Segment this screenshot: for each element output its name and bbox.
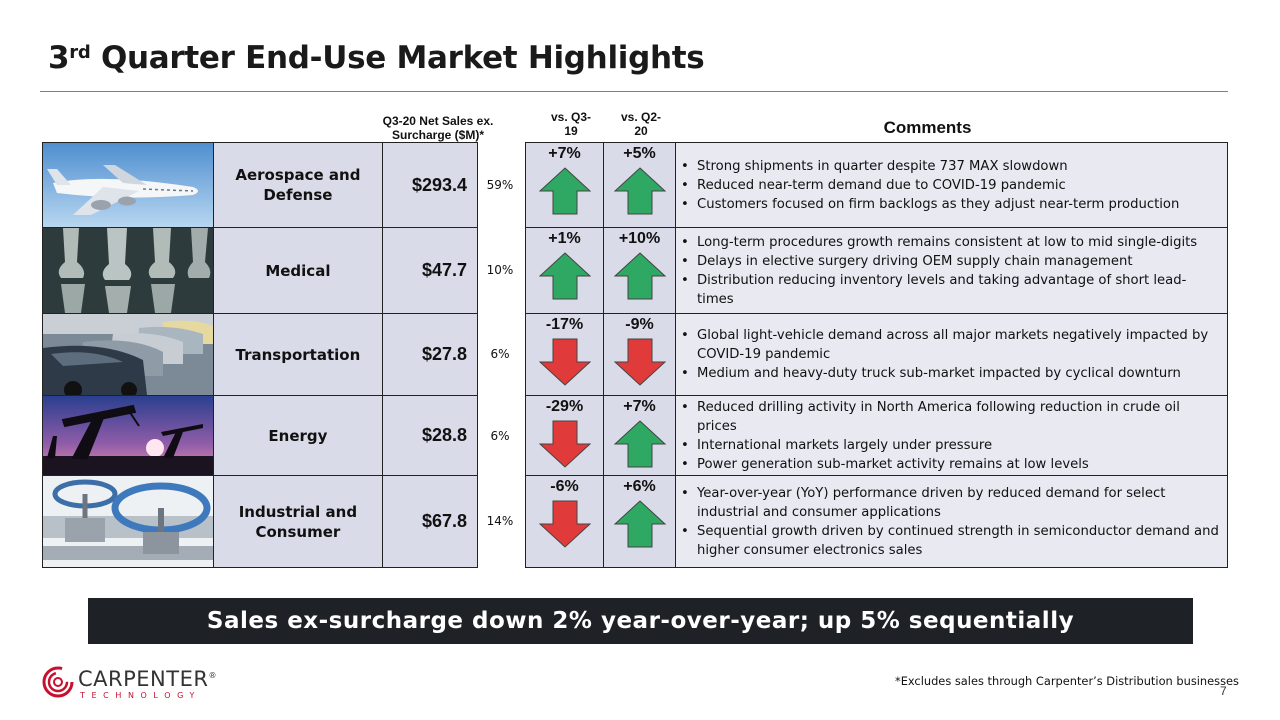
market-name: Medical — [213, 227, 383, 314]
logo-subtitle: TECHNOLOGY — [80, 691, 201, 700]
header-vs-prior-year: vs. Q3-19 — [550, 110, 592, 138]
arrow-up-icon — [613, 167, 666, 215]
comments-cell: Strong shipments in quarter despite 737 … — [675, 142, 1228, 228]
yoy-change: -29% — [545, 398, 584, 415]
market-name: Aerospace and Defense — [213, 142, 383, 228]
comment-item: Sequential growth driven by continued st… — [676, 522, 1221, 560]
market-name: Transportation — [213, 313, 383, 396]
qoq-cell: +5% — [603, 142, 676, 228]
table-row: Medical $47.7 — [42, 227, 479, 314]
table-row: Industrial and Consumer $67.8 — [42, 475, 479, 568]
arrow-down-icon — [538, 500, 591, 548]
title-divider — [40, 91, 1228, 92]
arrow-up-icon — [538, 167, 591, 215]
market-share: 6% — [490, 429, 510, 443]
table-row: +1% +10% Long-term procedures growth rem… — [525, 227, 1228, 314]
yoy-change: -6% — [550, 478, 579, 495]
arrow-down-icon — [613, 338, 666, 386]
arrow-up-icon — [538, 252, 591, 300]
comment-item: Distribution reducing inventory levels a… — [676, 271, 1221, 309]
market-share: 59% — [486, 178, 514, 192]
yoy-change: +1% — [548, 230, 581, 247]
comments-cell: Long-term procedures growth remains cons… — [675, 227, 1228, 314]
logo-mark-icon — [42, 666, 74, 698]
table-row: +7% +5% Strong shipments in quarter desp… — [525, 142, 1228, 228]
comment-item: Long-term procedures growth remains cons… — [676, 233, 1221, 252]
market-share: 6% — [490, 347, 510, 361]
market-sales: $67.8 — [381, 475, 479, 568]
table-row: -17% -9% Global light-vehicle demand acr… — [525, 313, 1228, 396]
qoq-change: +10% — [618, 230, 661, 247]
energy-image — [42, 395, 214, 476]
changes-comments-table: +7% +5% Strong shipments in quarter desp… — [525, 142, 1228, 568]
qoq-cell: +7% — [603, 395, 676, 476]
arrow-up-icon — [613, 500, 666, 548]
comment-item: Year-over-year (YoY) performance driven … — [676, 484, 1221, 522]
comments-cell: Global light-vehicle demand across all m… — [675, 313, 1228, 396]
comment-item: Power generation sub-market activity rem… — [676, 455, 1221, 474]
qoq-change: -9% — [625, 316, 654, 333]
market-sales: $47.7 — [381, 227, 479, 314]
footnote: *Excludes sales through Carpenter’s Dist… — [895, 674, 1239, 688]
summary-text: Sales ex-surcharge down 2% year-over-yea… — [206, 608, 1075, 634]
comment-item: Reduced near-term demand due to COVID-19… — [676, 176, 1221, 195]
aerospace-image — [42, 142, 214, 228]
yoy-change: +7% — [548, 145, 581, 162]
market-share: 10% — [486, 263, 514, 277]
arrow-down-icon — [538, 420, 591, 468]
comments-cell: Year-over-year (YoY) performance driven … — [675, 475, 1228, 568]
page-title: 3rd Quarter End-Use Market Highlights — [48, 40, 705, 76]
qoq-change: +6% — [623, 478, 656, 495]
yoy-cell: -17% — [525, 313, 604, 396]
logo-wordmark: CARPENTER® — [78, 667, 217, 691]
comment-item: Customers focused on firm backlogs as th… — [676, 195, 1221, 214]
qoq-cell: -9% — [603, 313, 676, 396]
market-sales: $293.4 — [381, 142, 479, 228]
yoy-cell: -29% — [525, 395, 604, 476]
arrow-down-icon — [538, 338, 591, 386]
summary-banner: Sales ex-surcharge down 2% year-over-yea… — [88, 598, 1193, 644]
transportation-image — [42, 313, 214, 396]
arrow-up-icon — [613, 252, 666, 300]
comment-item: Medium and heavy-duty truck sub-market i… — [676, 364, 1221, 383]
carpenter-logo: CARPENTER® TECHNOLOGY — [40, 662, 220, 702]
yoy-cell: +7% — [525, 142, 604, 228]
table-row: Aerospace and Defense $293.4 — [42, 142, 479, 228]
qoq-cell: +10% — [603, 227, 676, 314]
comment-item: International markets largely under pres… — [676, 436, 1221, 455]
table-row: Energy $28.8 — [42, 395, 479, 476]
market-sales: $27.8 — [381, 313, 479, 396]
qoq-change: +7% — [623, 398, 656, 415]
market-name: Industrial and Consumer — [213, 475, 383, 568]
market-share: 14% — [486, 514, 514, 528]
yoy-cell: -6% — [525, 475, 604, 568]
header-comments: Comments — [883, 118, 972, 137]
qoq-cell: +6% — [603, 475, 676, 568]
header-sales: Q3-20 Net Sales ex. Surcharge ($M)* — [382, 114, 494, 142]
table-row: -29% +7% Reduced drilling activity in No… — [525, 395, 1228, 476]
table-row: Transportation $27.8 — [42, 313, 479, 396]
table-row: -6% +6% Year-over-year (YoY) performance… — [525, 475, 1228, 568]
arrow-up-icon — [613, 420, 666, 468]
comment-item: Strong shipments in quarter despite 737 … — [676, 157, 1221, 176]
page-number: 7 — [1220, 684, 1227, 698]
market-name: Energy — [213, 395, 383, 476]
markets-table: Aerospace and Defense $293.4 Medical $47… — [42, 142, 479, 568]
yoy-cell: +1% — [525, 227, 604, 314]
medical-image — [42, 227, 214, 314]
comment-item: Global light-vehicle demand across all m… — [676, 326, 1221, 364]
industrial-image — [42, 475, 214, 568]
header-vs-prior-quarter: vs. Q2-20 — [620, 110, 662, 138]
comments-cell: Reduced drilling activity in North Ameri… — [675, 395, 1228, 476]
market-sales: $28.8 — [381, 395, 479, 476]
qoq-change: +5% — [623, 145, 656, 162]
comment-item: Reduced drilling activity in North Ameri… — [676, 398, 1221, 436]
yoy-change: -17% — [545, 316, 584, 333]
comment-item: Delays in elective surgery driving OEM s… — [676, 252, 1221, 271]
